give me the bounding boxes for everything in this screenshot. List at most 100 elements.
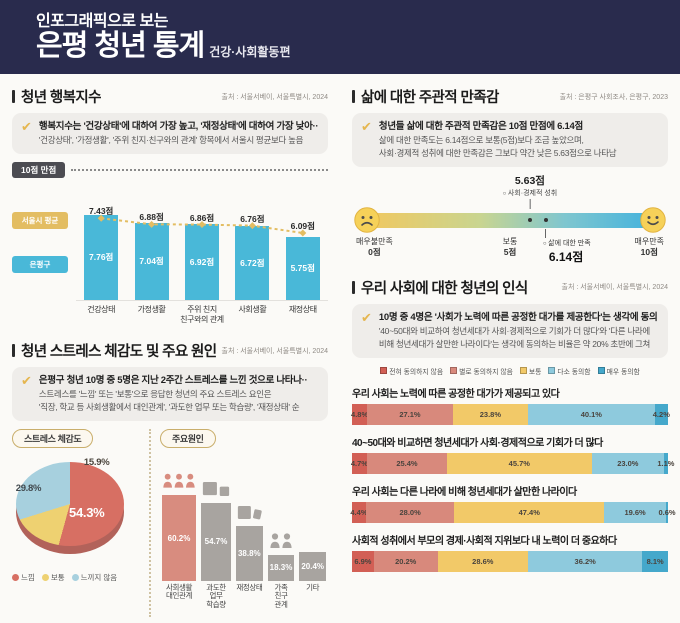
callout-body: 비해 청년세대가 살만한 나라이다'는 생각에 동의하는 비율은 약 20% 초… [378, 338, 651, 349]
pie-legend-item: 보통 [41, 572, 65, 583]
callout-lead: 청년들 삶에 대한 주관적 만족감은 10점 만점에 6.14점 [378, 121, 583, 132]
scale-max-label: 매우만족 10점 [634, 236, 664, 258]
agree-stacked-bar: 4.8% 27.1% 23.8% 40.1% 4.2% [351, 403, 670, 425]
agree-bar-segment: 19.6% [604, 501, 667, 523]
stress-causes-panel: 주요원인 60.2% 사회생활 대인관계 54.7% 과도한 업무 학습량 38.8% 재… [156, 428, 328, 617]
cause-bar: 54.7% [201, 503, 231, 581]
agree-bar-segment: 40.1% [527, 403, 655, 425]
agree-legend-item: 매우 동의함 [597, 366, 640, 376]
agree-bar-segment: 23.8% [452, 403, 528, 425]
callout-lead: 행복지수는 '건강상태'에 대하여 가장 높고, '재정상태'에 대하여 가장 … [38, 121, 319, 132]
agree-legend-item: 별로 동의하지 않음 [450, 366, 513, 376]
agree-stacked-bar: 6.9% 20.2% 28.6% 36.2% 8.1% [352, 550, 668, 572]
pie-legend-item: 느끼지 않음 [71, 572, 117, 583]
check-icon: ✔ [21, 119, 32, 134]
source-note: 출처 : 서울서베이, 서울특별시, 2024 [561, 284, 668, 292]
agree-bar-segment: 4.7% [351, 452, 368, 474]
callout-body: '직장, 학교 등 사회생활에서 대인관계', '과도한 업무 또는 학습량',… [38, 402, 300, 412]
agree-question-title: 우리 사회는 다른 나라에 비해 청년세대가 살만한 나라이다 [352, 486, 577, 498]
left-column: 청년 행복지수 출처 : 서울서베이, 서울특별시, 2024 ✔ 행복지수는 … [0, 74, 340, 623]
callout-body: 스트레스를 '느낌' 또는 '보통'으로 응답한 청년의 주요 스트레스 요인은 [38, 389, 272, 400]
agreement-legend: 전혀 동의하지 않음 별로 동의하지 않음 보통 다소 동의함 매우 동의함 [352, 366, 668, 376]
agreement-question: 40~50대와 비교하면 청년세대가 사회·경제적으로 기회가 더 많다 4.7%… [351, 434, 674, 474]
agree-legend-item: 보통 [519, 366, 541, 376]
pie-value-not-felt: 29.8% [15, 483, 42, 495]
stress-level-panel: 스트레스 체감도 54.3% 15.9% 29.8% 느낌 보통 느끼지 않음 [12, 428, 144, 617]
sad-face-icon [354, 207, 380, 233]
cause-bar: 60.2% [162, 495, 196, 581]
happiness-plot: 7.76점 7.04점 6.92점 6.72점 5.75점 7.43점 6.88점 6.86점… [76, 190, 328, 301]
right-column: 삶에 대한 주관적 만족감 출처 : 은평구 사회조사, 은평구, 2023 ✔… [340, 74, 680, 623]
happiness-x-axis: 건강상태 가정생활 주위 친지 친구와의 관계 사회생활 재정상태 [76, 305, 328, 324]
cause-column: 18.3% 가족 친구 관계 [267, 452, 295, 616]
x-axis-label: 건강상태 [87, 305, 116, 314]
x-axis-label: 가정생활 [137, 305, 166, 314]
x-axis-label: 사회생활 [238, 305, 267, 314]
agree-bar-segment: 36.2% [528, 550, 643, 572]
header: 인포그래픽으로 보는 은평 청년 통계 건강·사회활동편 [0, 0, 680, 74]
seoul-value-label: 6.09점 [290, 221, 315, 231]
page-title-edition: 건강·사회활동편 [209, 45, 291, 60]
cause-label: 재정상태 [236, 582, 263, 592]
section-marker [352, 90, 355, 103]
agree-bar-segment: 28.6% [437, 550, 528, 572]
section-title-satisfaction: 삶에 대한 주관적 만족감 [361, 90, 499, 106]
agree-bar-segment: 28.0% [365, 501, 455, 523]
pie-legend: 느낌 보통 느끼지 않음 [12, 572, 144, 583]
cause-column: 54.7% 과도한 업무 학습량 [201, 452, 231, 616]
happiness-bar: 7.04점 [134, 222, 169, 300]
agreement-question: 우리 사회는 다른 나라에 비해 청년세대가 살만한 나라이다 4.4% 28.0%… [350, 483, 676, 523]
cause-column: 20.4% 기타 [299, 452, 327, 616]
cause-icon-sheet [236, 505, 263, 525]
agree-bar-segment: 0.6% [658, 501, 676, 523]
header-kicker: 인포그래픽으로 보는 [36, 13, 168, 30]
agreement-question: 우리 사회는 노력에 따른 공정한 대가가 제공되고 있다 4.8% 27.1% 23… [351, 385, 670, 425]
cause-column: 38.8% 재정상태 [236, 452, 263, 616]
summary-callout: ✔ 은평구 청년 10명 중 5명은 지난 2주간 스트레스를 느낀 것으로 나… [12, 367, 328, 421]
legend-dot [71, 573, 79, 581]
marker-life-satisfaction: ○ 삶에 대한 만족 6.14점 [543, 228, 591, 265]
legend-seoul-average: 서울시 평균 [12, 212, 68, 229]
section-marker [12, 344, 15, 357]
callout-lead: 은평구 청년 10명 중 5명은 지난 2주간 스트레스를 느낀 것으로 나타나… [38, 375, 308, 386]
causes-bar-chart: 60.2% 사회생활 대인관계 54.7% 과도한 업무 학습량 38.8% 재정상태 18… [160, 452, 328, 616]
source-note: 출처 : 은평구 사회조사, 은평구, 2023 [559, 93, 668, 101]
scale-badge: 10점 만점 [12, 162, 66, 178]
legend-swatch [380, 367, 388, 374]
marker-dot-icon: ○ [502, 190, 508, 197]
marker-value: 6.14점 [548, 249, 584, 264]
section-satisfaction: 삶에 대한 주관적 만족감 출처 : 은평구 사회조사, 은평구, 2023 ✔… [352, 86, 668, 271]
satisfaction-scale: 5.63점 ○ 사회·경제적 성취 [352, 171, 668, 271]
agree-stacked-bar: 4.7% 25.4% 45.7% 23.0% 1.1% [351, 452, 674, 474]
summary-callout: ✔ 행복지수는 '건강상태'에 대하여 가장 높고, '재정상태'에 대하여 가… [12, 113, 328, 154]
agree-bar-segment: 8.1% [642, 550, 668, 572]
seoul-value-label: 6.88점 [139, 212, 164, 223]
marker-value: 5.63점 [514, 174, 545, 187]
section-happiness: 청년 행복지수 출처 : 서울서베이, 서울특별시, 2024 ✔ 행복지수는 … [12, 86, 328, 334]
callout-body: 삶에 대한 만족도는 6.14점으로 보통(5점)보다 조금 높았으며, [378, 135, 584, 146]
legend-swatch [548, 367, 556, 374]
pie-disc [16, 461, 124, 546]
agree-bar-segment: 1.1% [657, 452, 674, 474]
marker-label: 사회·경제적 성취 [507, 189, 558, 197]
seoul-value-label: 6.76점 [240, 213, 265, 224]
section-perception: 우리 사회에 대한 청년의 인식 출처 : 서울서베이, 서울특별시, 2024… [350, 277, 676, 572]
happiness-chart: 서울시 평균 은평구 7.76점 7.04점 6.92점 6.72점 5.75점 7.43… [12, 190, 328, 334]
agree-question-title: 40~50대와 비교하면 청년세대가 사회·경제적으로 기회가 더 많다 [352, 437, 603, 449]
section-marker [352, 280, 355, 294]
agree-bar-segment: 6.9% [352, 550, 374, 572]
seoul-value-label: 6.86점 [189, 212, 215, 223]
cause-label: 사회생활 대인관계 [166, 582, 192, 601]
cause-column: 60.2% 사회생활 대인관계 [162, 452, 196, 616]
source-note: 출처 : 서울서베이, 서울특별시, 2024 [221, 93, 328, 101]
agree-question-title: 우리 사회는 노력에 따른 공정한 대가가 제공되고 있다 [352, 388, 560, 400]
scale-point-life [544, 217, 549, 222]
stress-pie-chart: 54.3% 15.9% 29.8% [12, 456, 136, 558]
agreement-questions: 우리 사회는 노력에 따른 공정한 대가가 제공되고 있다 4.8% 27.1% 23… [350, 385, 676, 572]
agreement-question: 사회적 성취에서 부모의 경제·사회적 지위보다 내 노력이 더 중요하다 6.9… [352, 532, 668, 572]
panel-title-causes: 주요원인 [160, 428, 216, 448]
gradient-scale-bar [360, 212, 660, 228]
dotted-divider [71, 169, 328, 171]
cause-bar: 38.8% [236, 525, 263, 581]
agree-stacked-bar: 4.4% 28.0% 47.4% 19.6% 0.6% [350, 501, 676, 523]
